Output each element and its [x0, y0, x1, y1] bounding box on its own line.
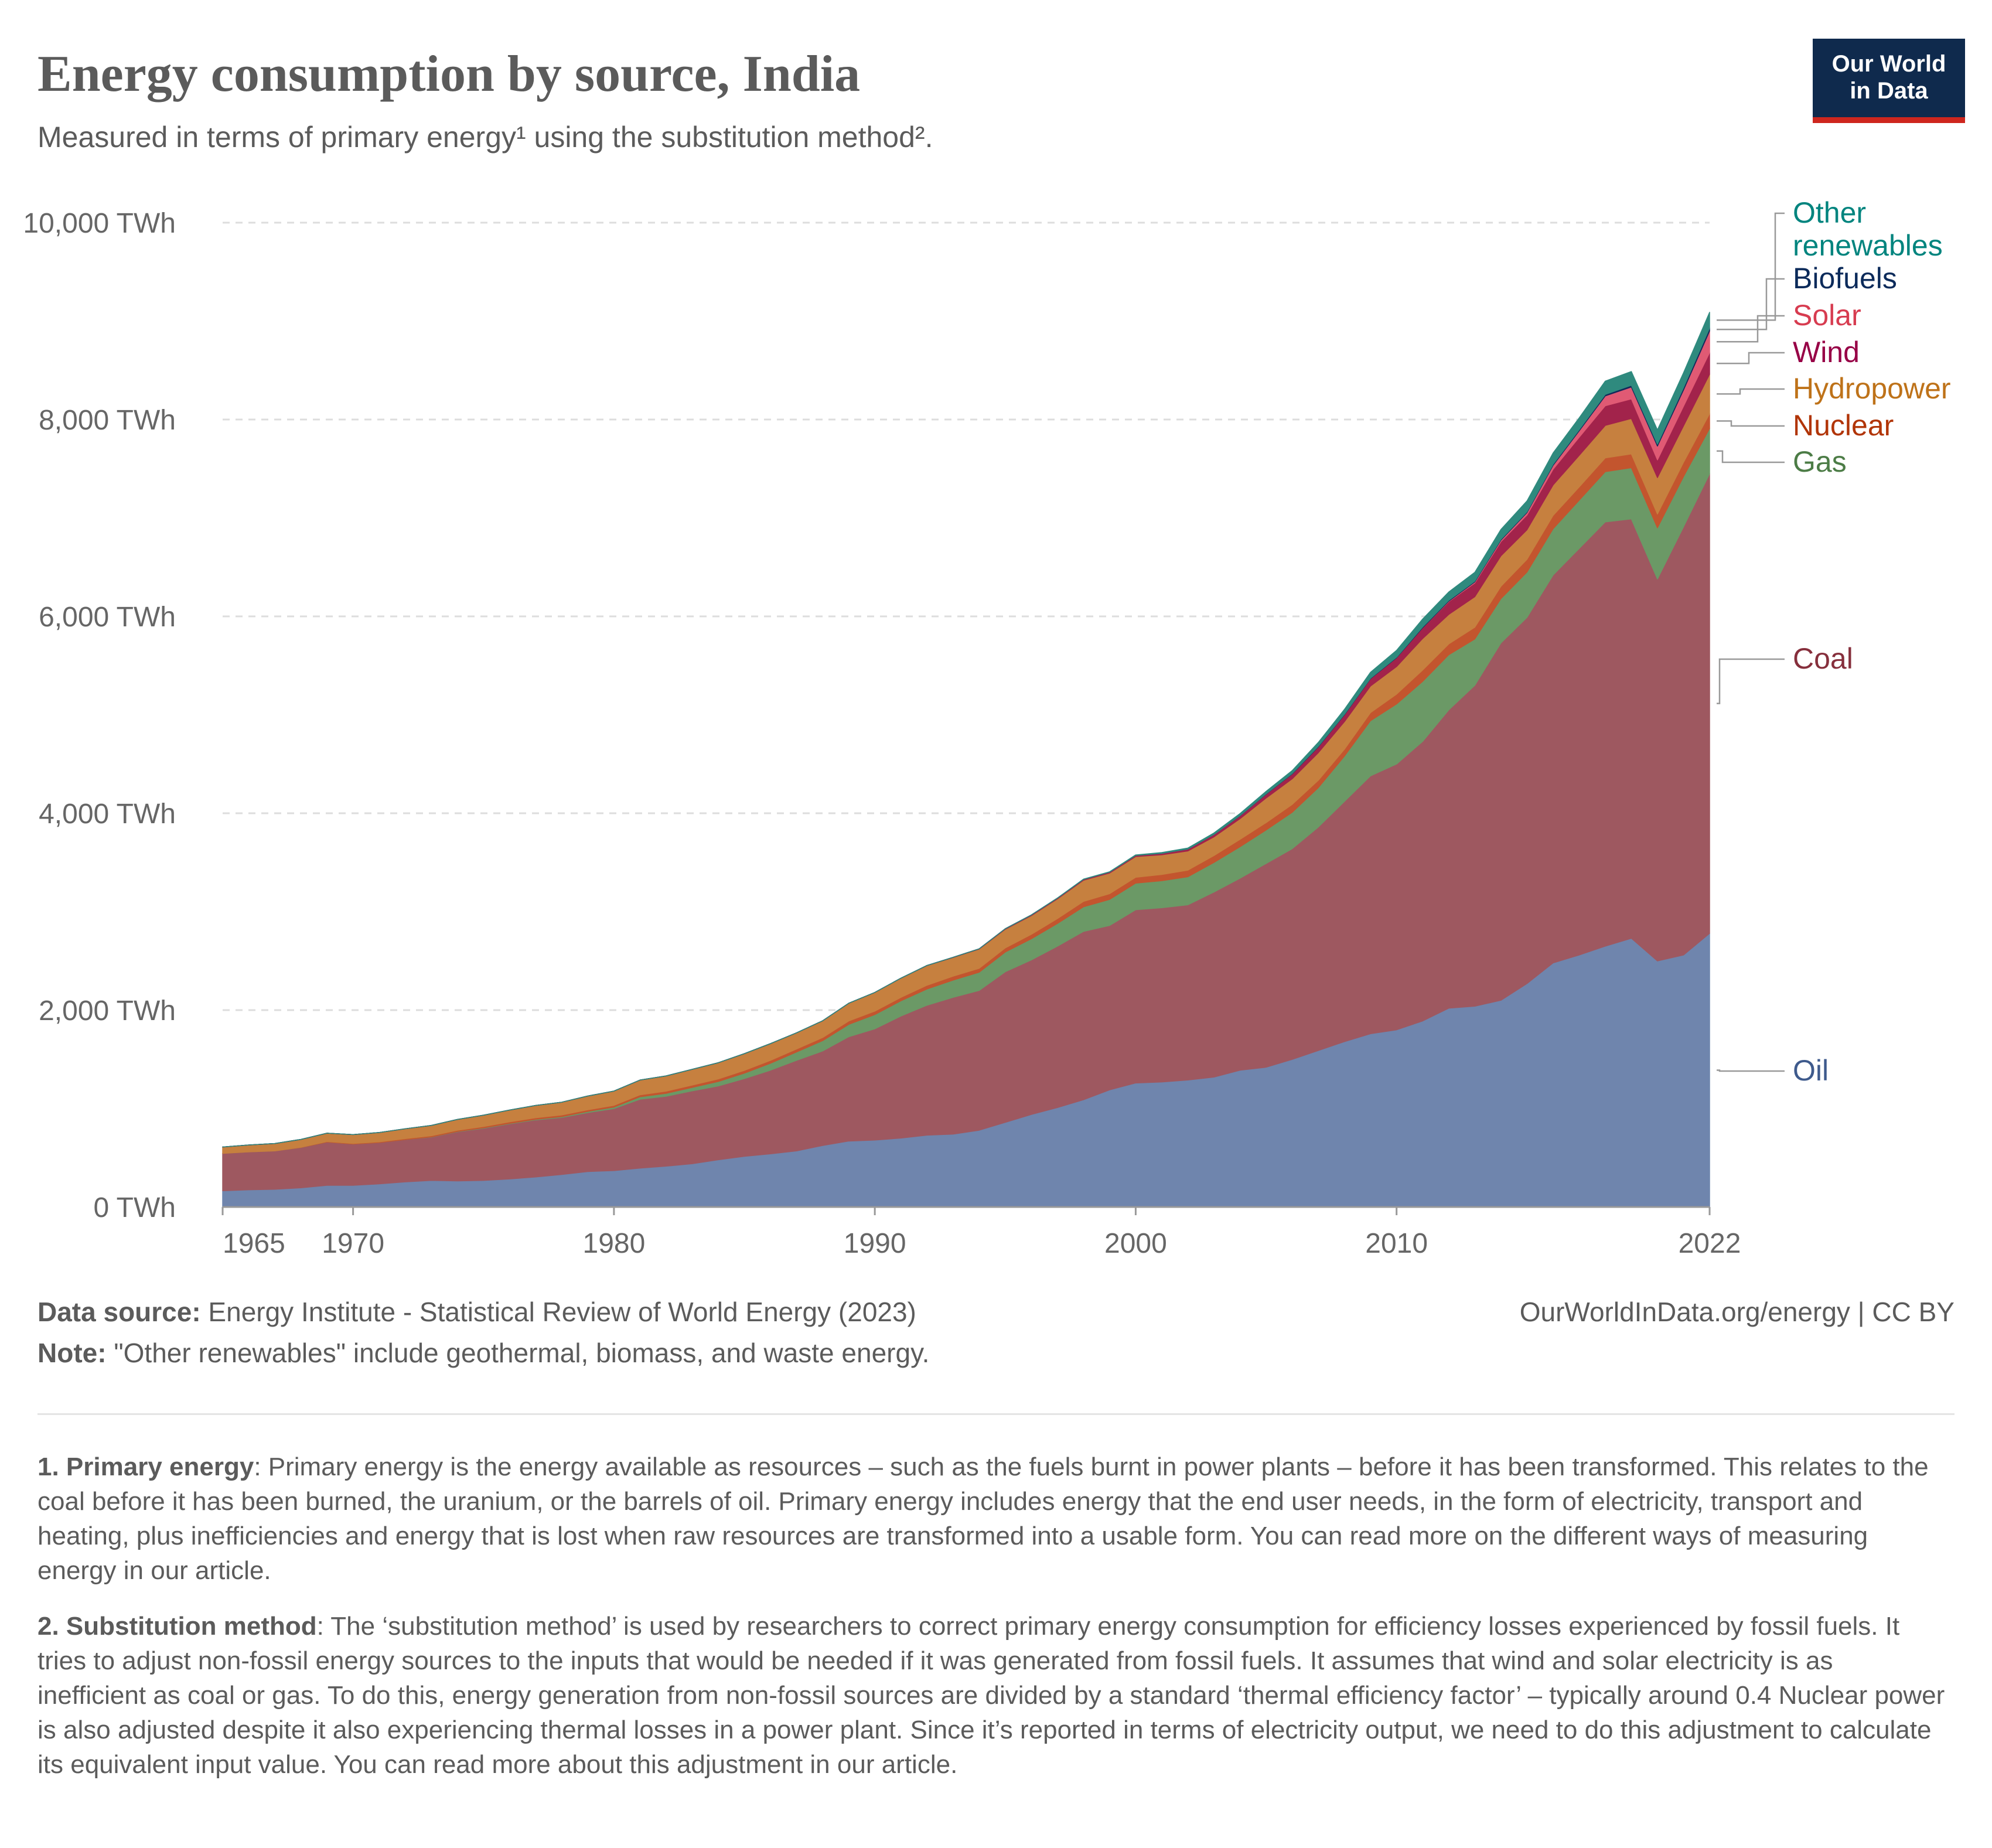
x-tick-label: 2022 — [1679, 1228, 1741, 1259]
y-tick-label: 6,000 TWh — [39, 602, 176, 633]
logo-line-1: Our World — [1831, 51, 1946, 77]
y-tick-label: 4,000 TWh — [39, 799, 176, 830]
footnote-1-text: : Primary energy is the energy available… — [37, 1453, 1929, 1585]
source-label: Data source: — [37, 1297, 201, 1327]
series-label-hydropower: Hydropower — [1793, 372, 1951, 405]
y-tick-label: 2,000 TWh — [39, 995, 176, 1027]
series-label-other-renewables-line-1: Other — [1793, 196, 1866, 229]
y-tick-label: 10,000 TWh — [23, 208, 176, 239]
logo-line-2: in Data — [1850, 78, 1928, 104]
x-tick-label: 1980 — [583, 1228, 646, 1259]
label-connector-oil — [1717, 1069, 1785, 1072]
footnote-primary-energy: 1. Primary energy: Primary energy is the… — [37, 1450, 1947, 1588]
x-tick-label: 2010 — [1365, 1228, 1428, 1259]
series-label-solar: Solar — [1793, 299, 1861, 332]
license-link[interactable]: OurWorldInData.org/energy | CC BY — [1519, 1297, 1955, 1327]
chart-title: Energy consumption by source, India — [37, 46, 861, 103]
x-tick-label: 1970 — [322, 1228, 384, 1259]
footnote-1-label: 1. Primary energy — [37, 1453, 254, 1481]
source-text[interactable]: Energy Institute - Statistical Review of… — [200, 1297, 916, 1327]
series-label-wind: Wind — [1793, 336, 1860, 369]
footnote-2-label: 2. Substitution method — [37, 1612, 317, 1641]
label-connector-nuclear — [1717, 420, 1785, 427]
label-connector-coal — [1717, 658, 1785, 704]
footnote-2-text: : The ‘substitution method’ is used by r… — [37, 1612, 1945, 1779]
area-series — [222, 312, 1710, 1208]
label-connector-other-renewables — [1717, 212, 1785, 321]
series-label-gas: Gas — [1793, 445, 1847, 478]
footnote-substitution-method: 2. Substitution method: The ‘substitutio… — [37, 1609, 1947, 1782]
owid-logo[interactable]: Our World in Data — [1813, 39, 1965, 123]
series-label-biofuels: Biofuels — [1793, 262, 1897, 295]
label-connector-biofuels — [1717, 278, 1785, 330]
label-connector-hydropower — [1717, 388, 1785, 395]
x-tick-label: 1965 — [223, 1228, 285, 1259]
y-tick-label: 0 TWh — [94, 1192, 176, 1223]
axes: 0 TWh 2,000 TWh 4,000 TWh 6,000 TWh 8,000 TW… — [23, 208, 1741, 1259]
note-text: "Other renewables" include geothermal, b… — [106, 1338, 930, 1368]
label-connector-gas — [1717, 450, 1785, 463]
series-label-nuclear: Nuclear — [1793, 409, 1894, 442]
series-label-other-renewables-line-2: renewables — [1793, 229, 1943, 262]
note-label: Note: — [37, 1338, 107, 1368]
x-tick-label: 2000 — [1104, 1228, 1167, 1259]
chart-subtitle: Measured in terms of primary energy¹ usi… — [37, 121, 933, 154]
stacked-area-chart: 0 TWh 2,000 TWh 4,000 TWh 6,000 TWh 8,000 TW… — [23, 196, 1951, 1259]
divider — [37, 1413, 1955, 1415]
series-label-coal: Coal — [1793, 642, 1853, 675]
x-tick-label: 1990 — [844, 1228, 906, 1259]
data-source: Data source: Energy Institute - Statisti… — [37, 1296, 916, 1328]
y-tick-label: 8,000 TWh — [39, 405, 176, 436]
label-connector-wind — [1717, 352, 1785, 364]
series-label-oil: Oil — [1793, 1054, 1829, 1087]
area-other-renewables — [222, 312, 1710, 1148]
chart-note: Note: "Other renewables" include geother… — [37, 1337, 929, 1369]
